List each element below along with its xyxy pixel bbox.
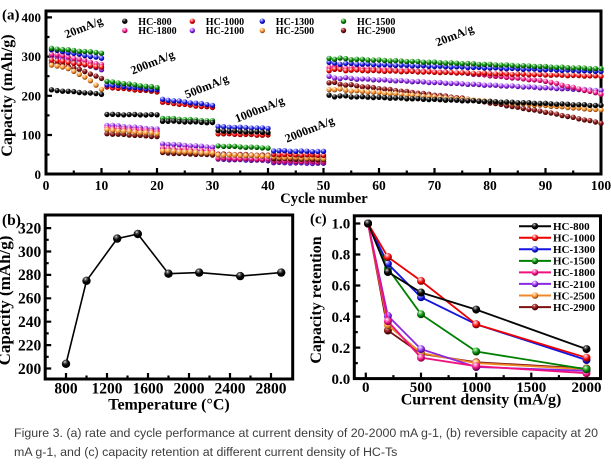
svg-text:HC-800: HC-800 <box>138 17 171 28</box>
svg-text:HC-1500: HC-1500 <box>553 256 596 268</box>
svg-text:50: 50 <box>317 178 331 193</box>
svg-text:500mA/g: 500mA/g <box>183 71 231 101</box>
svg-text:Current density (mA/g): Current density (mA/g) <box>401 392 562 409</box>
svg-text:200: 200 <box>18 361 42 378</box>
svg-text:500: 500 <box>410 380 433 396</box>
svg-text:HC-1000: HC-1000 <box>553 233 596 245</box>
svg-text:HC-2100: HC-2100 <box>553 279 596 291</box>
svg-text:300: 300 <box>22 49 42 64</box>
svg-text:10: 10 <box>95 178 109 193</box>
svg-text:HC-1300: HC-1300 <box>553 244 596 256</box>
svg-text:Capacity (mAh/g): Capacity (mAh/g) <box>0 34 16 156</box>
svg-text:2800: 2800 <box>256 381 287 398</box>
svg-text:1.0: 1.0 <box>332 217 351 233</box>
svg-text:90: 90 <box>539 178 553 193</box>
svg-text:HC-2900: HC-2900 <box>357 26 395 37</box>
svg-text:(b): (b) <box>2 212 21 229</box>
svg-text:0: 0 <box>362 380 370 396</box>
svg-text:0: 0 <box>43 178 50 193</box>
svg-text:Capacity retention: Capacity retention <box>308 236 325 363</box>
svg-text:70: 70 <box>428 178 442 193</box>
svg-text:260: 260 <box>18 291 42 308</box>
svg-text:0.0: 0.0 <box>332 372 351 388</box>
svg-text:0.4: 0.4 <box>332 310 351 326</box>
svg-text:0.8: 0.8 <box>332 248 351 264</box>
svg-text:1000mA/g: 1000mA/g <box>233 93 286 125</box>
svg-text:300: 300 <box>18 244 42 261</box>
svg-text:20mA/g: 20mA/g <box>433 21 475 49</box>
svg-text:20mA/g: 20mA/g <box>62 13 104 41</box>
svg-text:220: 220 <box>18 337 42 354</box>
svg-text:HC-1500: HC-1500 <box>357 17 395 28</box>
svg-text:320: 320 <box>18 220 42 237</box>
svg-text:(a): (a) <box>2 8 20 24</box>
svg-text:(c): (c) <box>310 212 327 228</box>
svg-text:200mA/g: 200mA/g <box>129 47 177 77</box>
svg-text:2400: 2400 <box>215 381 246 398</box>
svg-text:1500: 1500 <box>516 380 546 396</box>
svg-text:HC-1800: HC-1800 <box>138 26 176 37</box>
svg-text:240: 240 <box>18 314 42 331</box>
svg-text:HC-2900: HC-2900 <box>553 302 596 314</box>
svg-text:HC-1300: HC-1300 <box>276 17 314 28</box>
svg-text:30: 30 <box>206 178 220 193</box>
svg-text:0: 0 <box>35 167 42 182</box>
svg-text:200: 200 <box>22 88 42 103</box>
svg-text:2000: 2000 <box>174 381 205 398</box>
svg-text:HC-2100: HC-2100 <box>206 26 244 37</box>
svg-text:60: 60 <box>372 178 386 193</box>
svg-text:0.6: 0.6 <box>332 279 351 295</box>
svg-text:1000: 1000 <box>461 380 491 396</box>
svg-text:Cycle number: Cycle number <box>280 191 368 207</box>
svg-text:80: 80 <box>483 178 497 193</box>
svg-text:HC-800: HC-800 <box>553 221 590 233</box>
svg-text:1600: 1600 <box>133 381 164 398</box>
svg-text:HC-2500: HC-2500 <box>553 290 596 302</box>
svg-text:100: 100 <box>591 178 611 193</box>
svg-text:20: 20 <box>150 178 164 193</box>
svg-text:Temperature (°C): Temperature (°C) <box>108 397 229 414</box>
svg-text:2000: 2000 <box>572 380 602 396</box>
svg-text:800: 800 <box>54 381 78 398</box>
svg-text:Capacity (mAh/g): Capacity (mAh/g) <box>0 236 14 366</box>
svg-text:HC-2500: HC-2500 <box>276 26 314 37</box>
svg-text:0.2: 0.2 <box>332 341 351 357</box>
svg-text:280: 280 <box>18 267 42 284</box>
svg-text:400: 400 <box>22 10 42 25</box>
svg-text:HC-1800: HC-1800 <box>553 267 596 279</box>
svg-text:1200: 1200 <box>92 381 123 398</box>
svg-text:HC-1000: HC-1000 <box>206 17 244 28</box>
svg-text:2000mA/g: 2000mA/g <box>283 113 336 145</box>
svg-text:100: 100 <box>22 128 42 143</box>
svg-text:40: 40 <box>261 178 275 193</box>
